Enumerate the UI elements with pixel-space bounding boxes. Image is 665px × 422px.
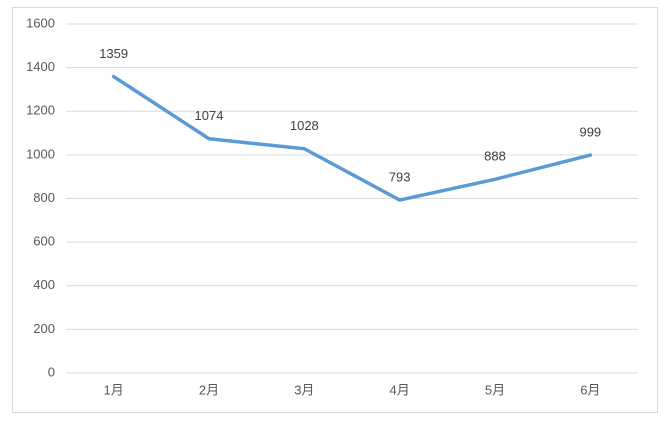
data-label: 1028 (290, 118, 319, 133)
x-tick-label: 2月 (199, 382, 219, 397)
data-line (111, 74, 593, 202)
data-label: 793 (389, 169, 411, 184)
y-tick-label: 1000 (26, 146, 55, 161)
y-tick-label: 800 (33, 190, 55, 205)
y-tick-label: 1600 (26, 15, 55, 30)
chart-frame (12, 7, 658, 413)
y-tick-label: 200 (33, 321, 55, 336)
y-tick-label: 1400 (26, 59, 55, 74)
data-label: 999 (579, 125, 601, 140)
x-tick-label: 6月 (580, 382, 600, 397)
y-tick-label: 1200 (26, 103, 55, 118)
x-tick-label: 1月 (104, 382, 124, 397)
x-tick-label: 4月 (390, 382, 410, 397)
y-tick-label: 400 (33, 277, 55, 292)
y-tick-label: 600 (33, 234, 55, 249)
data-label: 888 (484, 149, 506, 164)
data-label: 1359 (99, 46, 128, 61)
x-tick-label: 3月 (294, 382, 314, 397)
x-tick-label: 5月 (485, 382, 505, 397)
y-tick-label: 0 (48, 364, 55, 379)
data-label: 1074 (195, 108, 224, 123)
